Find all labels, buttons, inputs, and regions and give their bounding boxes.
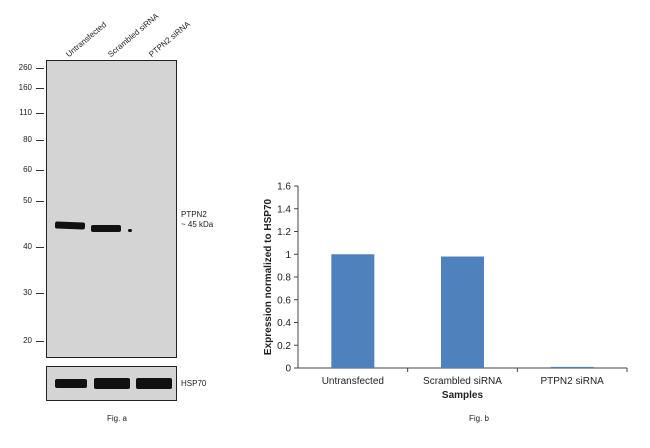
ptpn2-band-ptpn2-sirna [128, 229, 132, 232]
mw-tick [36, 88, 44, 89]
hsp70-band-scrambled [94, 378, 130, 389]
y-tick-label: 0 [285, 364, 291, 375]
hsp70-band-untransfected [55, 379, 87, 388]
y-tick-label: 1 [285, 250, 291, 261]
y-tick-label: 0.6 [277, 295, 291, 306]
mw-marker-260: 260 [18, 63, 32, 72]
x-tick-label: Untransfected [322, 376, 384, 387]
mw-tick [36, 170, 44, 171]
bar [550, 366, 594, 368]
mw-marker-160: 160 [18, 83, 32, 92]
y-tick-label: 1.6 [277, 182, 291, 193]
y-tick-label: 0.2 [277, 341, 291, 352]
y-tick-label: 1.4 [277, 204, 291, 215]
mw-marker-30: 30 [23, 288, 32, 297]
x-axis-title: Samples [442, 390, 484, 401]
fig-b-caption: Fig. b [469, 414, 490, 423]
y-tick-label: 0.8 [277, 273, 291, 284]
mw-tick [36, 113, 44, 114]
mw-marker-40: 40 [23, 242, 32, 251]
y-tick-label: 1.2 [277, 227, 291, 238]
main-blot-panel [46, 60, 177, 358]
mw-marker-80: 80 [23, 135, 32, 144]
mw-tick [36, 140, 44, 141]
mw-tick [36, 247, 44, 248]
ptpn2-band-scrambled [91, 225, 121, 232]
band-label-size: ~ 45 kDa [181, 220, 214, 229]
mw-marker-60: 60 [23, 165, 32, 174]
loading-control-label: HSP70 [181, 379, 207, 388]
bar [331, 254, 375, 368]
mw-tick [36, 293, 44, 294]
fig-a-caption: Fig. a [107, 414, 128, 423]
mw-marker-110: 110 [19, 108, 32, 117]
band-label: PTPN2 ~ 45 kDa [181, 210, 213, 230]
x-tick-label: Scrambled siRNA [423, 376, 502, 387]
y-axis-title: Expression normalized to HSP70 [263, 198, 274, 355]
band-label-protein: PTPN2 [181, 210, 207, 219]
loading-control-panel [46, 366, 177, 401]
bar [441, 256, 484, 368]
mw-marker-20: 20 [23, 336, 32, 345]
hsp70-band-ptpn2-sirna [136, 378, 172, 389]
x-tick-label: PTPN2 siRNA [540, 376, 604, 387]
mw-tick [36, 201, 44, 202]
mw-tick [36, 68, 44, 69]
y-tick-label: 0.4 [277, 318, 291, 329]
mw-marker-50: 50 [23, 196, 32, 205]
mw-tick [36, 341, 44, 342]
